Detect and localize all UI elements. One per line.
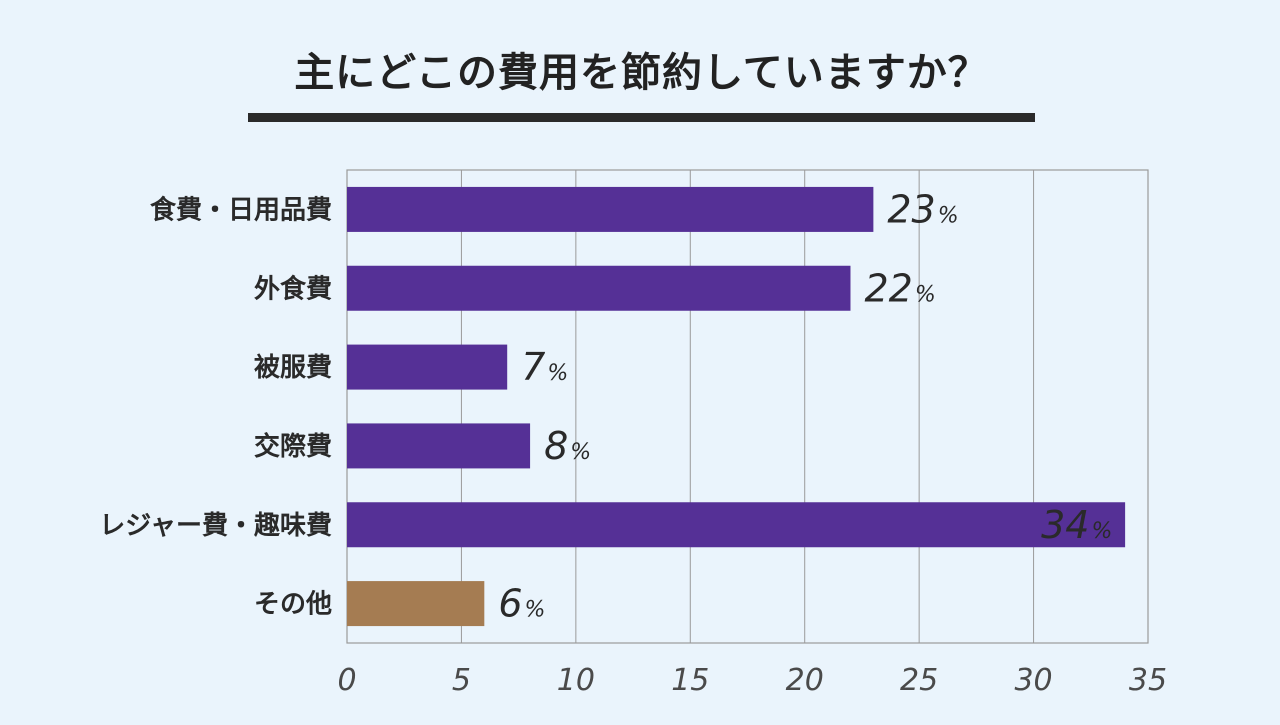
value-label: 34% [1041, 503, 1112, 547]
value-label: 6% [498, 582, 545, 626]
value-number: 6 [498, 582, 522, 626]
value-suffix: % [938, 203, 959, 228]
value-number: 7 [521, 345, 545, 389]
x-tick-label: 20 [786, 663, 824, 698]
bar [347, 344, 508, 390]
value-label: 7% [521, 345, 568, 389]
category-label: 外食費 [254, 273, 332, 304]
bar [347, 186, 874, 232]
value-suffix: % [525, 598, 546, 623]
value-number: 23 [887, 187, 935, 231]
x-tick-label: 5 [452, 663, 471, 698]
category-label: 被服費 [254, 353, 332, 383]
value-label: 22% [864, 266, 935, 310]
x-tick-label: 25 [900, 663, 938, 698]
x-tick-label: 35 [1129, 663, 1167, 698]
value-number: 34 [1041, 503, 1089, 547]
value-suffix: % [570, 440, 591, 465]
x-tick-label: 15 [671, 663, 709, 698]
bar [347, 502, 1126, 548]
category-label: 食費・日用品費 [150, 194, 332, 225]
value-number: 8 [544, 424, 568, 468]
value-label: 23% [887, 187, 958, 231]
value-suffix: % [547, 361, 568, 386]
bar [347, 265, 851, 311]
x-tick-label: 10 [557, 663, 595, 698]
value-suffix: % [915, 282, 936, 307]
chart-title: 主にどこの費用を節約していますか？ [294, 50, 989, 96]
bar [347, 581, 485, 627]
x-tick-label: 30 [1014, 663, 1052, 698]
category-label: その他 [254, 590, 332, 620]
category-label: 交際費 [254, 431, 332, 462]
plot-area [346, 169, 1149, 644]
value-suffix: % [1091, 519, 1112, 544]
title-underline [248, 113, 1035, 122]
category-label: レジャー費・趣味費 [99, 511, 332, 541]
bar [347, 423, 531, 469]
chart-title-block: 主にどこの費用を節約していますか？ [248, 40, 1035, 122]
value-label: 8% [544, 424, 591, 468]
x-tick-label: 0 [337, 663, 356, 698]
value-number: 22 [864, 266, 912, 310]
